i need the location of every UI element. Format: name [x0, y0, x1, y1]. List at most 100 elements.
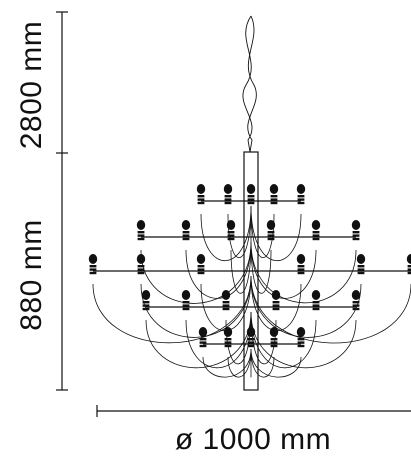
- bulb-socket-ring: [137, 265, 145, 268]
- bulb-icon: [88, 254, 98, 275]
- chandelier-arm: [200, 205, 252, 262]
- suspension-cable: [242, 15, 253, 153]
- bulb-icon: [136, 254, 146, 275]
- bulb-socket-ring: [270, 195, 278, 198]
- bulb-head: [246, 184, 256, 194]
- bulb-socket-ring: [270, 338, 278, 341]
- bulb-head: [198, 327, 208, 337]
- bulb-socket-ring: [267, 231, 275, 234]
- chandelier-arm: [227, 348, 252, 378]
- bulb-socket-ring: [224, 195, 232, 198]
- bulb-socket-ring: [267, 234, 275, 237]
- bulb-socket-ring: [197, 198, 205, 201]
- bulb-socket-ring: [142, 301, 150, 304]
- bulb-head: [141, 290, 151, 300]
- bulb-socket-ring: [182, 231, 190, 234]
- suspension-cable-2: [247, 15, 257, 153]
- bulb-head: [296, 327, 306, 337]
- bulb-socket-ring: [182, 234, 190, 237]
- bulb-socket-ring: [137, 271, 145, 275]
- bulb-socket-ring: [270, 198, 278, 201]
- bulb-socket-ring: [352, 307, 360, 311]
- bulb-socket-ring: [312, 237, 320, 241]
- bulb-head: [269, 327, 279, 337]
- bulb-head: [406, 254, 411, 264]
- bulb-head: [136, 254, 146, 264]
- bulb-socket-ring: [247, 198, 255, 201]
- bulb-socket-ring: [224, 344, 232, 348]
- bulb-icon: [246, 184, 256, 205]
- bulb-head: [351, 290, 361, 300]
- bulb-icon: [351, 290, 361, 311]
- bulb-head: [269, 184, 279, 194]
- bulb-icon: [351, 220, 361, 241]
- bulb-head: [223, 184, 233, 194]
- bulb-socket-ring: [197, 271, 205, 275]
- bulb-head: [356, 254, 366, 264]
- chandelier-arm: [250, 205, 302, 262]
- bulb-socket-ring: [142, 304, 150, 307]
- bulb-head: [351, 220, 361, 230]
- bulb-icon: [181, 220, 191, 241]
- bulb-socket-ring: [182, 304, 190, 307]
- bulb-socket-ring: [247, 201, 255, 205]
- bulb-icon: [223, 327, 233, 348]
- bulb-socket-ring: [222, 301, 230, 304]
- bulb-socket-ring: [297, 344, 305, 348]
- bulb-socket-ring: [247, 341, 255, 344]
- bulb-socket-ring: [247, 338, 255, 341]
- bulb-icon: [296, 184, 306, 205]
- bulb-socket-ring: [137, 237, 145, 241]
- bulb-socket-ring: [197, 195, 205, 198]
- bulb-socket-ring: [137, 268, 145, 271]
- bulb-socket-ring: [182, 237, 190, 241]
- bulb-icon: [269, 184, 279, 205]
- bulb-socket-ring: [224, 201, 232, 205]
- bulb-socket-ring: [270, 344, 278, 348]
- bulb-socket-ring: [297, 341, 305, 344]
- bulb-socket-ring: [89, 268, 97, 271]
- chandelier-arm: [250, 241, 272, 294]
- bulb-socket-ring: [312, 234, 320, 237]
- chandelier-arm: [145, 311, 252, 369]
- bulb-icon: [356, 254, 366, 275]
- bulb-socket-ring: [352, 231, 360, 234]
- bulb-socket-ring: [227, 237, 235, 241]
- body-height-label: 880 mm: [15, 219, 48, 331]
- bulb-socket-ring: [227, 234, 235, 237]
- bulb-socket-ring: [352, 304, 360, 307]
- bulb-icon: [311, 290, 321, 311]
- bulb-socket-ring: [357, 271, 365, 275]
- bulb-icon: [266, 220, 276, 241]
- bulb-socket-ring: [272, 301, 280, 304]
- bulb-socket-ring: [297, 338, 305, 341]
- bulb-socket-ring: [297, 195, 305, 198]
- bulb-socket-ring: [312, 301, 320, 304]
- bulb-socket-ring: [224, 198, 232, 201]
- diameter-label: ø 1000 mm: [174, 423, 332, 456]
- bulb-head: [311, 220, 321, 230]
- bulb-head: [271, 290, 281, 300]
- bulb-socket-ring: [247, 195, 255, 198]
- bulb-socket-ring: [297, 198, 305, 201]
- chandelier-arm: [250, 311, 357, 369]
- bulb-icon: [269, 327, 279, 348]
- bulb-socket-ring: [142, 307, 150, 311]
- bulb-head: [246, 327, 256, 337]
- bulb-socket-ring: [272, 307, 280, 311]
- bulb-icon: [296, 327, 306, 348]
- bulb-socket-ring: [312, 231, 320, 234]
- bulb-icon: [221, 290, 231, 311]
- bulb-socket-ring: [224, 338, 232, 341]
- bulb-icon: [296, 254, 306, 275]
- bulb-socket-ring: [137, 231, 145, 234]
- bulb-socket-ring: [297, 271, 305, 275]
- bulb-icon: [181, 290, 191, 311]
- bulb-socket-ring: [197, 265, 205, 268]
- bulb-socket-ring: [89, 271, 97, 275]
- bulb-socket-ring: [182, 301, 190, 304]
- bulb-socket-ring: [227, 231, 235, 234]
- bulb-head: [221, 290, 231, 300]
- bulb-icon: [226, 220, 236, 241]
- bulb-head: [196, 184, 206, 194]
